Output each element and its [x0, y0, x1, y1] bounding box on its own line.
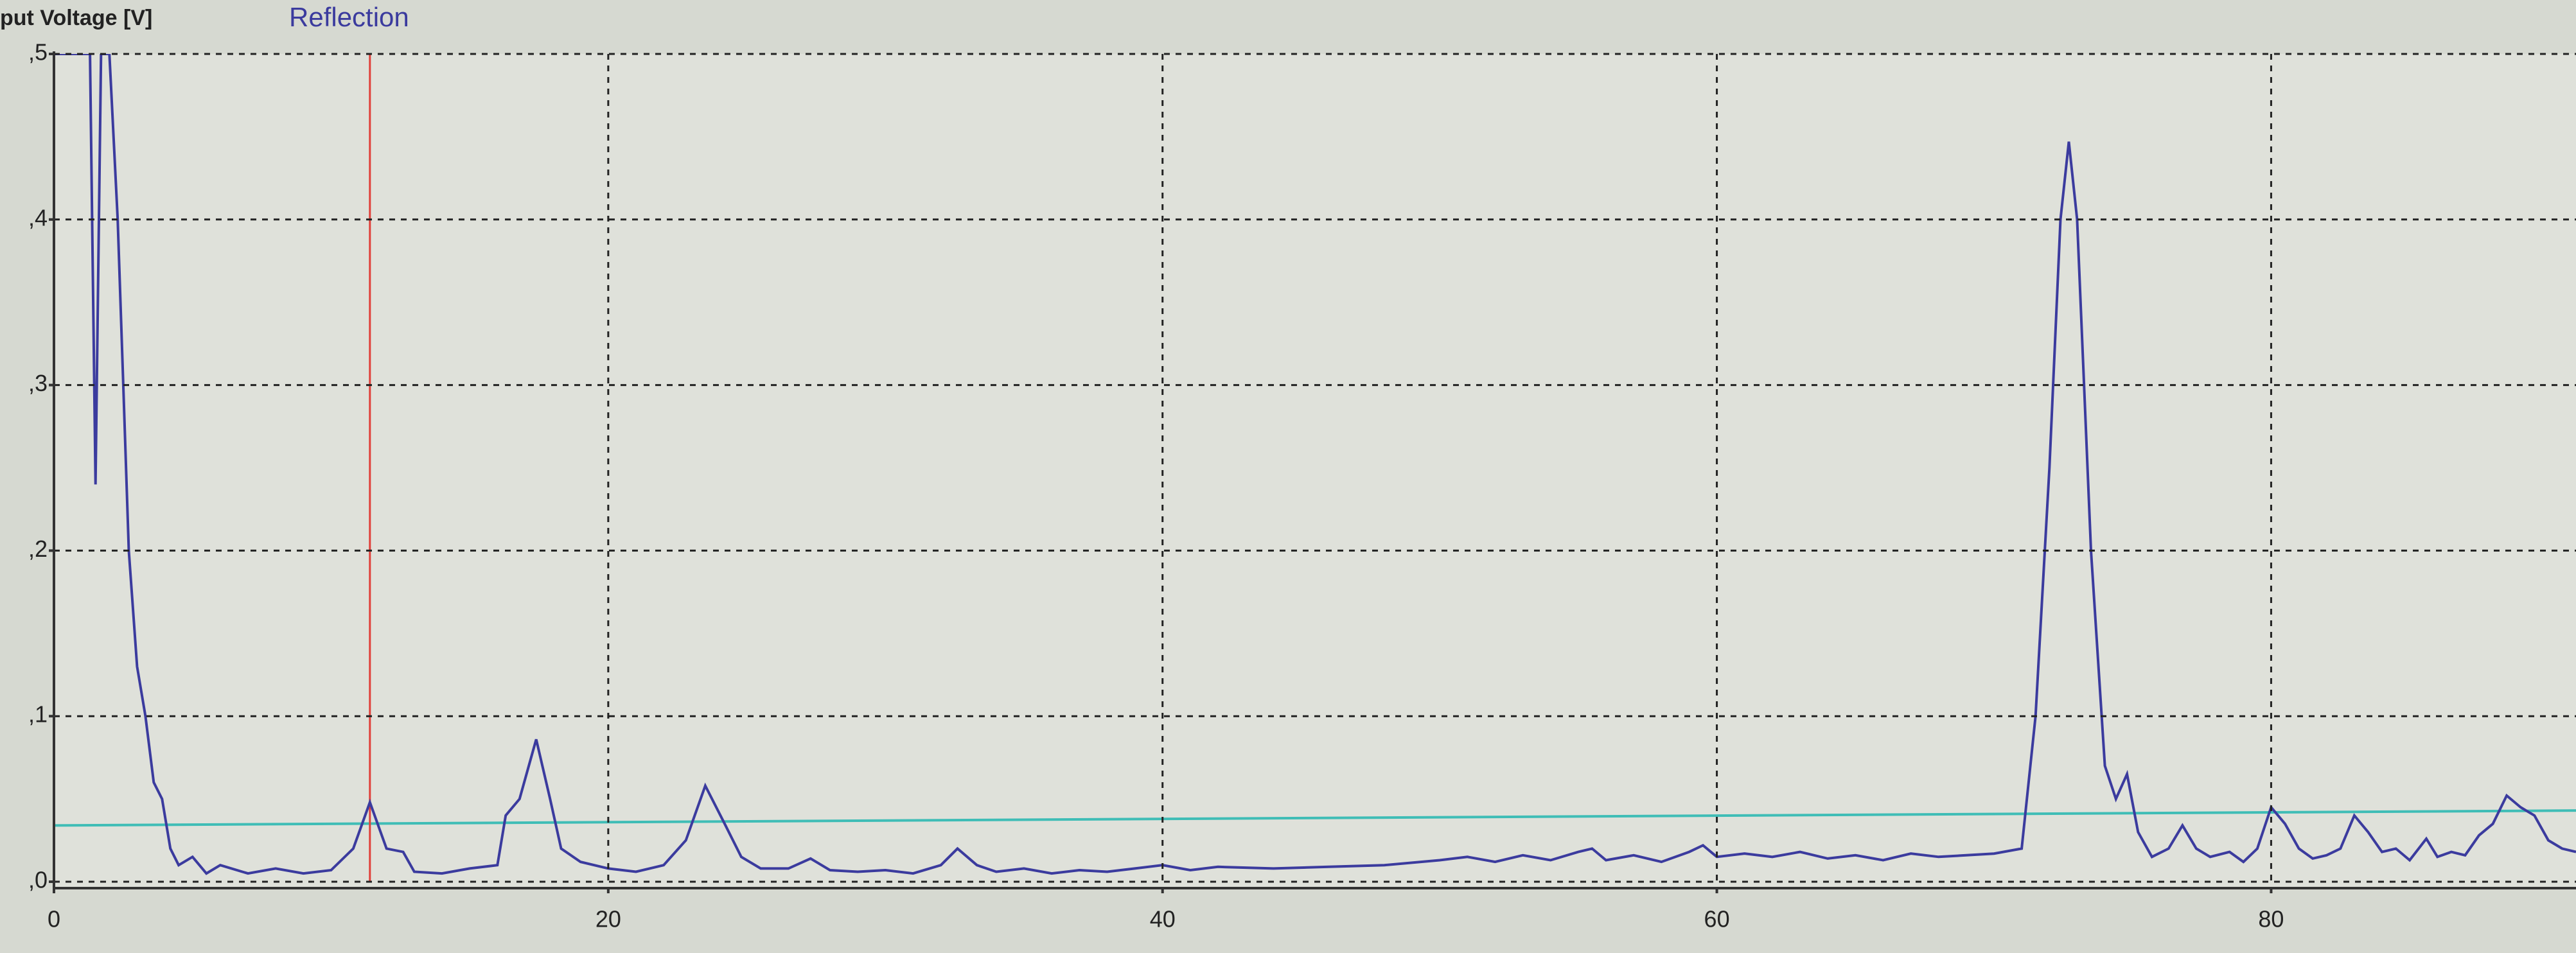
- y-axis-label: put Voltage [V]: [0, 6, 152, 30]
- plot-area: [54, 54, 2576, 889]
- data-line: [54, 54, 2576, 875]
- y-tick-label: ,4: [28, 204, 48, 231]
- chart-title: Reflection: [289, 2, 409, 32]
- x-tick-label: 0: [48, 906, 60, 932]
- y-tick-label: ,0: [28, 867, 48, 893]
- y-tick-label: ,2: [28, 536, 48, 562]
- y-tick-label: ,1: [28, 701, 48, 728]
- plot: [54, 54, 2576, 882]
- x-tick-label: 40: [1150, 906, 1176, 932]
- y-tick-label: ,3: [28, 370, 48, 396]
- x-tick-label: 60: [1704, 906, 1730, 932]
- x-tick-label: 20: [595, 906, 621, 932]
- x-tick-label: 80: [2258, 906, 2284, 932]
- threshold-line: [54, 809, 2576, 827]
- y-tick-label: ,5: [28, 39, 48, 66]
